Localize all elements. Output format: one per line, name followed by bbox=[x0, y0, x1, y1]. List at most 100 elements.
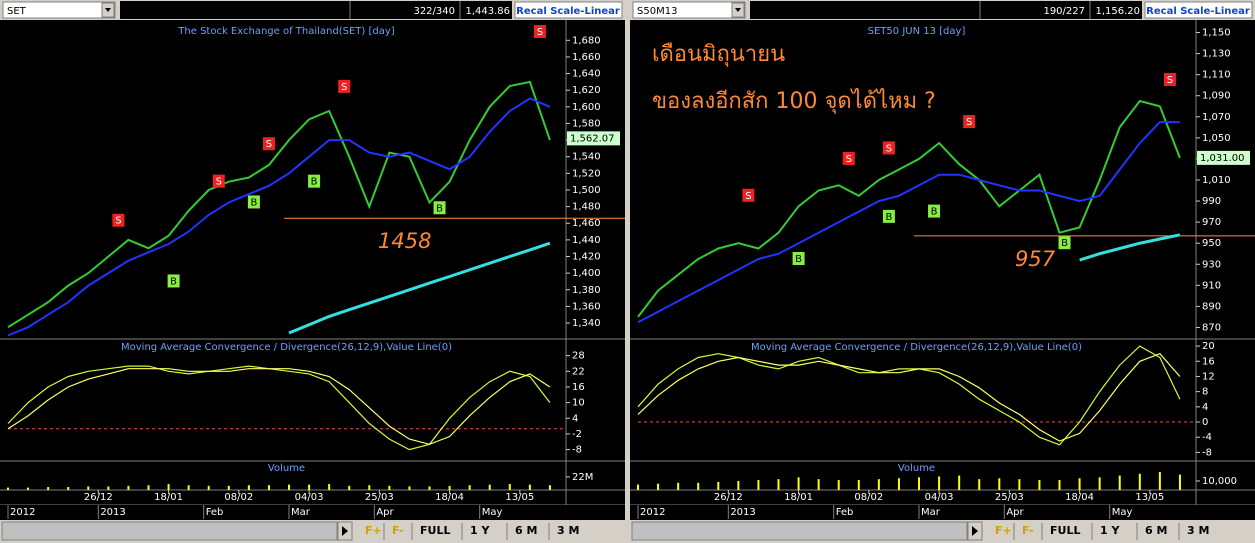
select-box[interactable] bbox=[632, 1, 746, 19]
y-tick-label: -8 bbox=[572, 445, 582, 456]
y-tick-label: 10,000 bbox=[1202, 476, 1237, 487]
y-tick-label: 16 bbox=[1202, 356, 1215, 367]
y-tick-label: 1,130 bbox=[1202, 49, 1231, 60]
y-tick-label: 1,110 bbox=[1202, 70, 1231, 81]
volume-bar bbox=[737, 480, 740, 490]
sell-signal bbox=[1163, 72, 1176, 86]
chart-title: The Stock Exchange of Thailand(SET) [day… bbox=[177, 26, 394, 37]
y-tick-label: 4 bbox=[572, 413, 578, 424]
last-price-box bbox=[567, 131, 620, 146]
volume-bar bbox=[857, 480, 860, 490]
note: เดือนมิถุนายน bbox=[652, 42, 785, 67]
dropdown-arrow bbox=[105, 8, 111, 12]
volume-bar bbox=[837, 480, 840, 490]
buy-signal bbox=[792, 252, 805, 265]
signal-label: S bbox=[846, 154, 852, 165]
recal-label[interactable]: Recal Scale-Linear bbox=[516, 6, 620, 17]
support-annotation: 957 bbox=[1015, 247, 1056, 271]
volume-bar bbox=[657, 483, 660, 490]
y-tick-label: 20 bbox=[1202, 341, 1215, 352]
y-tick-label: 1,380 bbox=[572, 285, 601, 296]
volume-bar bbox=[637, 484, 639, 490]
sell-signal bbox=[842, 151, 855, 165]
signal-label: B bbox=[931, 207, 938, 218]
volume-bar bbox=[697, 482, 700, 490]
y-tick-label: 22 bbox=[572, 366, 585, 377]
sell-signal bbox=[262, 137, 275, 151]
y-tick-label: 1,620 bbox=[572, 85, 601, 96]
volume-bar bbox=[308, 484, 311, 490]
y-tick-label: 870 bbox=[1202, 322, 1221, 333]
buy-signal bbox=[882, 209, 895, 223]
period-row bbox=[630, 505, 1255, 519]
buy-signal bbox=[1058, 236, 1071, 250]
x-tick-label: 04/03 bbox=[925, 492, 954, 503]
toolbar-button[interactable]: F+ bbox=[365, 524, 382, 537]
toolbar-button[interactable]: 1 Y bbox=[470, 524, 490, 537]
y-tick-label: 1,460 bbox=[572, 218, 601, 229]
volume-bar bbox=[897, 478, 900, 490]
price-line bbox=[288, 241, 551, 335]
x-tick-label: 25/03 bbox=[365, 492, 394, 503]
toolbar-button[interactable]: 3 M bbox=[557, 524, 579, 537]
volume-bar bbox=[468, 485, 471, 490]
y-tick-label: 0 bbox=[1202, 417, 1208, 428]
buy-signal bbox=[433, 201, 446, 215]
volume-bar bbox=[107, 486, 110, 490]
toolbar-button[interactable]: F- bbox=[392, 524, 404, 537]
period-label: 2012 bbox=[640, 507, 665, 518]
y-tick-label: 890 bbox=[1202, 301, 1221, 312]
signal-label: S bbox=[886, 143, 892, 154]
select-box[interactable] bbox=[2, 1, 116, 19]
volume-bar bbox=[167, 484, 170, 490]
symbol: S50M13 bbox=[637, 6, 677, 17]
signal-label: B bbox=[311, 177, 318, 188]
volume-bar bbox=[207, 485, 210, 490]
volume-bar bbox=[67, 487, 70, 490]
y-tick-label: 1,520 bbox=[572, 168, 601, 179]
y-tick-label: 1,360 bbox=[572, 301, 601, 312]
y-tick-label: 1,420 bbox=[572, 252, 601, 263]
toolbar-button[interactable]: F+ bbox=[995, 524, 1012, 537]
last-price-box bbox=[1197, 150, 1250, 165]
signal-label: S bbox=[266, 139, 272, 150]
buy-signal bbox=[928, 204, 941, 218]
recal-button[interactable] bbox=[514, 1, 623, 19]
toolbar-button[interactable]: 1 Y bbox=[1100, 524, 1120, 537]
sell-signal bbox=[882, 141, 895, 155]
y-tick-label: 990 bbox=[1202, 196, 1221, 207]
toolbar-button[interactable]: FULL bbox=[420, 524, 450, 537]
y-tick-label: 1,640 bbox=[572, 69, 601, 80]
macd-title: Moving Average Convergence / Divergence(… bbox=[751, 342, 1082, 353]
y-tick-label: 12 bbox=[1202, 371, 1215, 382]
y-tick-label: 4 bbox=[1202, 402, 1208, 413]
y-tick-label: 10 bbox=[572, 398, 585, 409]
period-label: Apr bbox=[376, 507, 394, 518]
recal-label[interactable]: Recal Scale-Linear bbox=[1146, 6, 1250, 17]
volume-bar bbox=[1038, 480, 1041, 490]
y-tick-label: 1,340 bbox=[572, 318, 601, 329]
macd-line bbox=[7, 365, 551, 451]
y-tick-label: 1,500 bbox=[572, 185, 601, 196]
y-tick-label: -2 bbox=[572, 429, 582, 440]
volume-bar bbox=[7, 487, 9, 490]
signal-label: S bbox=[115, 216, 121, 227]
x-tick-label: 18/01 bbox=[784, 492, 813, 503]
toolbar-button[interactable]: 6 M bbox=[1145, 524, 1167, 537]
toolbar-button[interactable]: FULL bbox=[1050, 524, 1080, 537]
volume-bar bbox=[1058, 480, 1061, 490]
volume-bar bbox=[1098, 477, 1101, 490]
info-field bbox=[120, 1, 512, 19]
volume-bar bbox=[528, 484, 531, 490]
buy-signal bbox=[247, 195, 260, 209]
period-label: 2013 bbox=[730, 507, 755, 518]
toolbar-button[interactable]: 6 M bbox=[515, 524, 537, 537]
x-tick-label: 18/04 bbox=[435, 492, 464, 503]
recal-button[interactable] bbox=[1144, 1, 1253, 19]
toolbar-button[interactable]: 3 M bbox=[1187, 524, 1209, 537]
volume-bar bbox=[548, 485, 551, 490]
toolbar-button[interactable]: F- bbox=[1022, 524, 1034, 537]
signal-label: B bbox=[170, 276, 177, 287]
sell-signal bbox=[963, 115, 976, 129]
price-line bbox=[637, 99, 1181, 318]
